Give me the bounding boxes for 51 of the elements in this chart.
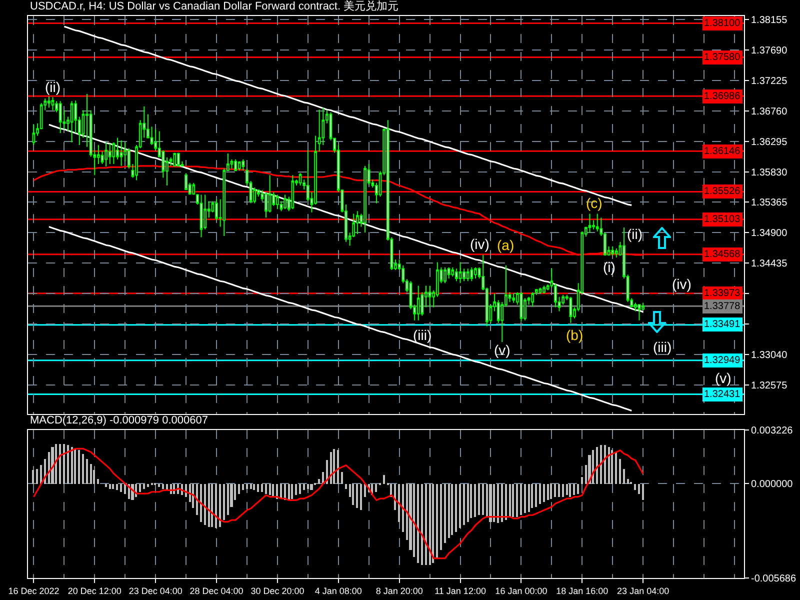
annotation: (b)	[566, 327, 584, 343]
ref-line-label: 1.33491	[704, 319, 741, 330]
ref-line-label: 1.35526	[704, 186, 741, 197]
chart-title: MACD(12,26,9) -0.000979 0.000607	[30, 414, 208, 427]
annotation: (a)	[497, 237, 514, 253]
x-tick-label: 16 Dec 2022	[8, 586, 60, 596]
y-tick-label: 0.003226	[751, 426, 794, 436]
y-tick-label: -0.005686	[751, 574, 796, 584]
x-tick-label: 4 Jan 08:00	[314, 586, 362, 596]
annotation: (iii)	[413, 327, 432, 343]
y-tick-label: 1.34435	[751, 258, 788, 270]
y-tick-label: 1.36760	[751, 106, 788, 118]
ref-line-label: 1.38100	[704, 18, 741, 29]
text: (iv)	[672, 276, 692, 292]
ref-line-label: 1.36986	[704, 91, 741, 102]
x-tick-label: 23 Jan 04:00	[617, 586, 670, 596]
y-tick-label: 1.35830	[751, 167, 788, 178]
x-tick-label: 28 Dec 04:00	[190, 586, 244, 596]
ref-line-label: 1.37580	[704, 52, 741, 63]
annotation: (iv)	[470, 236, 490, 252]
annotation: (ii)	[627, 226, 643, 242]
x-tick-label: 8 Jan 20:00	[376, 586, 423, 596]
x-tick-label: 20 Dec 12:00	[68, 586, 122, 596]
annotation: (ii)	[45, 79, 61, 95]
x-tick-label: 18 Jan 16:00	[556, 586, 608, 596]
ref-line-label: 1.33778	[704, 301, 741, 312]
chart-title: USDCAD.r, H4: US Dollar vs Canadian Dollar Forward contract. 美元兑加元	[30, 0, 399, 13]
y-tick-label: 1.34900	[751, 228, 788, 240]
y-tick-label: 1.32575	[751, 380, 788, 392]
x-tick-label: 23 Dec 04:00	[128, 586, 182, 596]
y-tick-label: 1.33040	[751, 350, 788, 361]
x-tick-label: 16 Jan 00:00	[495, 586, 548, 596]
x-tick-label: 30 Dec 20:00	[250, 586, 304, 596]
text: (v)	[715, 370, 732, 386]
y-tick-label: 1.38155	[751, 15, 788, 26]
annotation: (c)	[586, 195, 602, 211]
annotation: (v)	[494, 342, 510, 358]
y-tick-label: 1.37225	[751, 76, 788, 87]
ref-line-label: 1.34568	[704, 249, 741, 260]
y-tick-label: 1.35365	[751, 198, 788, 209]
y-tick-label: 1.36295	[751, 136, 788, 148]
ref-line-label: 1.32431	[704, 389, 741, 400]
text: (iii)	[653, 339, 672, 355]
y-tick-label: 0.000000	[751, 479, 794, 490]
ref-line-label: 1.32949	[704, 355, 741, 366]
annotation: (i)	[603, 259, 616, 275]
y-tick-label: 1.37690	[751, 46, 788, 57]
ref-line-label: 1.36146	[704, 146, 741, 157]
ref-line-label: 1.35103	[704, 214, 741, 225]
ref-line-label: 1.33973	[704, 288, 741, 299]
x-tick-label: 11 Jan 12:00	[434, 586, 486, 596]
